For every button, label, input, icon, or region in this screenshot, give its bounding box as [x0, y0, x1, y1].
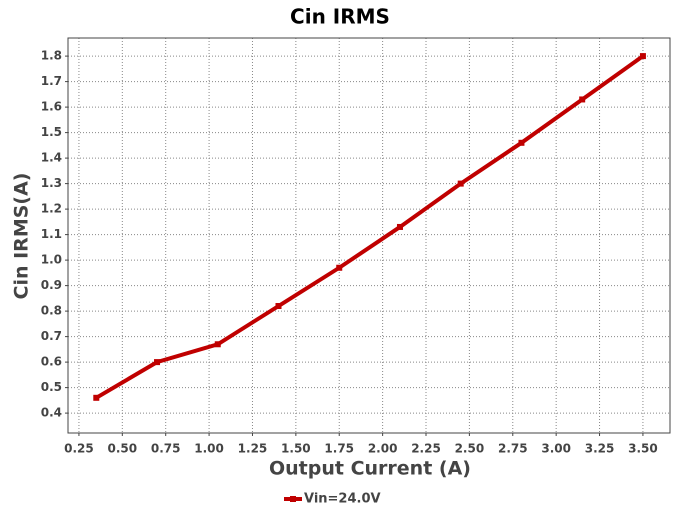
- point-marker: [457, 180, 464, 187]
- y-axis-label: Cin IRMS(A): [11, 173, 33, 300]
- x-tick-label: 2.25: [411, 442, 441, 456]
- y-tick-label: 0.9: [41, 278, 62, 292]
- y-tick-label: 1.1: [41, 227, 62, 241]
- y-tick-label: 0.8: [41, 304, 62, 318]
- y-tick-label: 1.4: [41, 151, 62, 165]
- x-tick-label: 1.00: [194, 442, 224, 456]
- x-tick-label: 1.25: [238, 442, 268, 456]
- x-tick-label: 2.50: [455, 442, 485, 456]
- point-marker: [639, 53, 646, 60]
- x-axis-label: Output Current (A): [269, 458, 471, 480]
- point-marker: [518, 139, 525, 146]
- x-tick-label: 1.50: [281, 442, 311, 456]
- x-tick-label: 0.25: [64, 442, 94, 456]
- point-marker: [93, 394, 100, 401]
- y-tick-label: 1.0: [41, 253, 62, 267]
- point-marker: [336, 264, 343, 271]
- point-marker: [154, 359, 161, 366]
- plot-frame: [67, 37, 671, 434]
- x-tick-label: 2.00: [368, 442, 398, 456]
- point-marker: [396, 223, 403, 230]
- y-tick-label: 1.3: [41, 176, 62, 190]
- x-tick-label: 3.25: [585, 442, 615, 456]
- y-tick-label: 0.7: [41, 329, 62, 343]
- legend-label: Vin=24.0V: [304, 492, 381, 507]
- y-tick-label: 0.4: [41, 406, 62, 420]
- series-line: [95, 54, 645, 400]
- y-tick-label: 1.8: [41, 49, 62, 63]
- x-tick-label: 3.00: [541, 442, 571, 456]
- point-marker: [275, 303, 282, 310]
- x-tick-label: 0.75: [151, 442, 181, 456]
- y-tick-label: 1.7: [41, 74, 62, 88]
- x-tick-label: 2.75: [498, 442, 528, 456]
- chart-title: Cin IRMS: [290, 5, 390, 29]
- x-tick-label: 0.50: [108, 442, 138, 456]
- y-tick-label: 0.5: [41, 380, 62, 394]
- y-tick-label: 1.5: [41, 125, 62, 139]
- y-tick-label: 0.6: [41, 355, 62, 369]
- x-tick-label: 3.50: [628, 442, 658, 456]
- point-marker: [214, 341, 221, 348]
- point-marker: [579, 96, 586, 103]
- x-tick-label: 1.75: [324, 442, 354, 456]
- y-tick-label: 1.6: [41, 100, 62, 114]
- y-tick-label: 1.2: [41, 202, 62, 216]
- legend-marker: [290, 496, 296, 502]
